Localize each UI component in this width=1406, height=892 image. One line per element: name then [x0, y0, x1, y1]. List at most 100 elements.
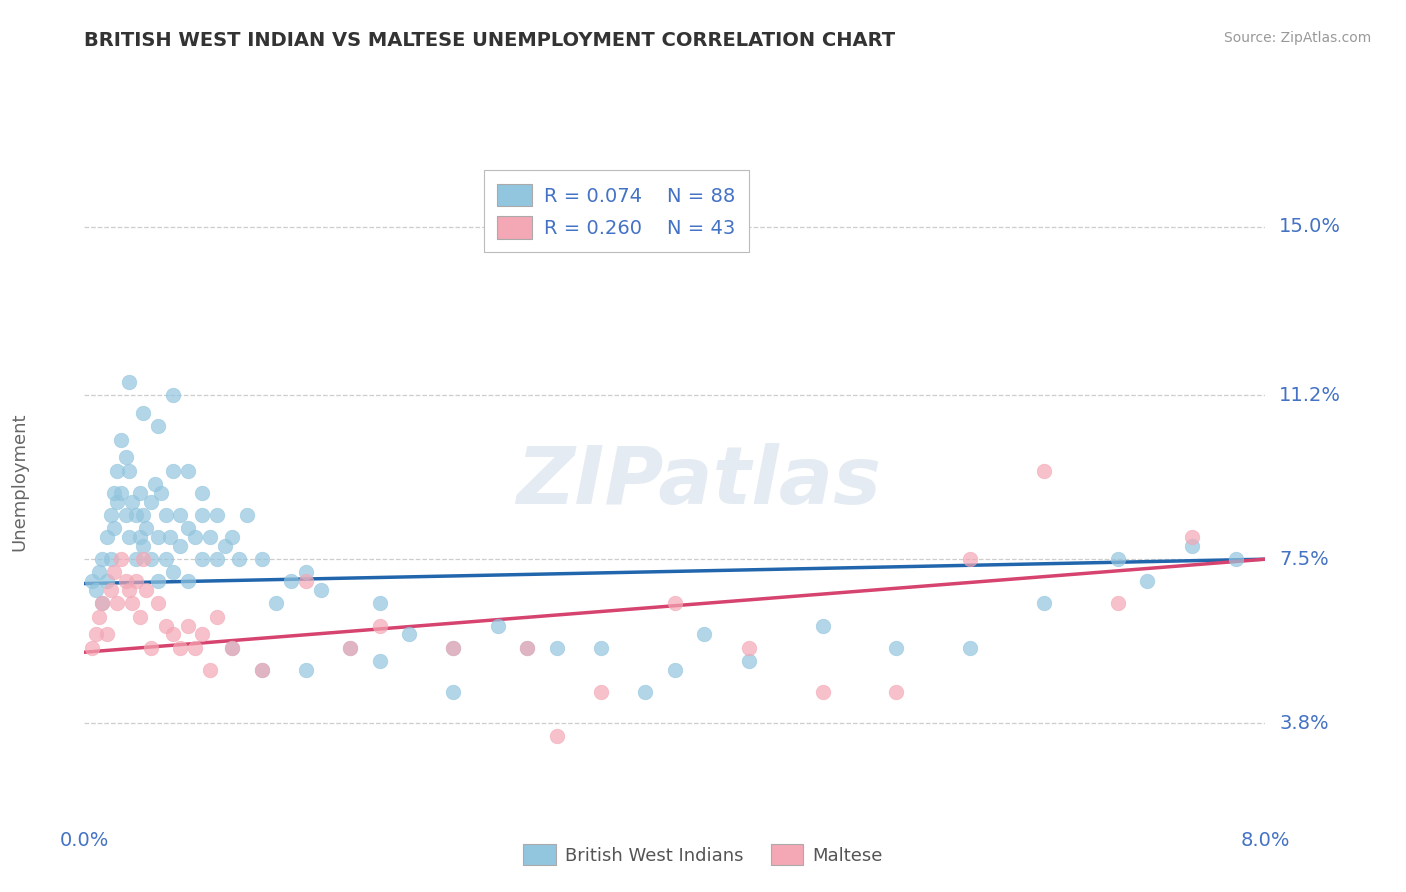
- Point: [191, 508, 214, 522]
- Point: [591, 640, 613, 655]
- Point: [155, 618, 177, 632]
- Text: 0.0%: 0.0%: [59, 830, 110, 849]
- Point: [105, 464, 128, 478]
- Point: [105, 597, 128, 611]
- Point: [129, 485, 152, 500]
- Point: [221, 640, 243, 655]
- Point: [139, 494, 162, 508]
- Point: [91, 597, 114, 611]
- Point: [295, 566, 318, 580]
- Point: [250, 552, 273, 566]
- Point: [295, 574, 318, 589]
- Point: [441, 640, 464, 655]
- Point: [886, 685, 908, 699]
- Point: [139, 640, 162, 655]
- Point: [135, 521, 157, 535]
- Point: [1180, 530, 1202, 544]
- Point: [87, 566, 111, 580]
- Point: [159, 530, 181, 544]
- Point: [118, 464, 141, 478]
- Point: [191, 485, 214, 500]
- Point: [693, 627, 716, 641]
- Point: [886, 640, 908, 655]
- Point: [103, 521, 125, 535]
- Point: [169, 539, 191, 553]
- Point: [368, 654, 391, 668]
- Point: [148, 597, 170, 611]
- Point: [811, 685, 834, 699]
- Point: [205, 508, 228, 522]
- Point: [84, 627, 107, 641]
- Point: [100, 583, 122, 598]
- Text: 8.0%: 8.0%: [1240, 830, 1291, 849]
- Point: [114, 574, 136, 589]
- Point: [121, 597, 143, 611]
- Point: [148, 419, 170, 434]
- Point: [959, 552, 981, 566]
- Point: [80, 574, 103, 589]
- Point: [184, 640, 207, 655]
- Point: [132, 552, 155, 566]
- Point: [398, 627, 420, 641]
- Point: [110, 552, 132, 566]
- Point: [368, 618, 391, 632]
- Text: Unemployment: Unemployment: [10, 412, 28, 551]
- Point: [198, 663, 221, 677]
- Point: [264, 597, 288, 611]
- Point: [143, 476, 166, 491]
- Point: [121, 494, 143, 508]
- Point: [959, 640, 981, 655]
- Point: [1032, 464, 1054, 478]
- Point: [110, 433, 132, 447]
- Point: [546, 730, 568, 744]
- Point: [339, 640, 361, 655]
- Point: [155, 552, 177, 566]
- Point: [368, 597, 391, 611]
- Point: [96, 627, 118, 641]
- Point: [280, 574, 302, 589]
- Point: [100, 552, 122, 566]
- Text: BRITISH WEST INDIAN VS MALTESE UNEMPLOYMENT CORRELATION CHART: BRITISH WEST INDIAN VS MALTESE UNEMPLOYM…: [84, 31, 896, 50]
- Point: [546, 640, 568, 655]
- Point: [1032, 597, 1054, 611]
- Point: [177, 521, 200, 535]
- Point: [591, 685, 613, 699]
- Point: [114, 508, 136, 522]
- Text: 3.8%: 3.8%: [1279, 714, 1329, 732]
- Point: [135, 583, 157, 598]
- Point: [96, 530, 118, 544]
- Point: [221, 530, 243, 544]
- Point: [132, 508, 155, 522]
- Point: [105, 494, 128, 508]
- Text: ZIPatlas: ZIPatlas: [516, 442, 882, 521]
- Text: 15.0%: 15.0%: [1279, 218, 1341, 236]
- Point: [155, 508, 177, 522]
- Point: [118, 375, 141, 389]
- Point: [129, 530, 152, 544]
- Text: 11.2%: 11.2%: [1279, 386, 1341, 405]
- Point: [125, 552, 148, 566]
- Point: [91, 597, 114, 611]
- Point: [96, 574, 118, 589]
- Point: [162, 464, 184, 478]
- Point: [177, 574, 200, 589]
- Text: Source: ZipAtlas.com: Source: ZipAtlas.com: [1223, 31, 1371, 45]
- Point: [205, 552, 228, 566]
- Point: [441, 640, 464, 655]
- Point: [177, 618, 200, 632]
- Point: [486, 618, 509, 632]
- Point: [87, 609, 111, 624]
- Point: [110, 485, 132, 500]
- Point: [125, 574, 148, 589]
- Legend: British West Indians, Maltese: British West Indians, Maltese: [515, 835, 891, 874]
- Point: [91, 552, 114, 566]
- Point: [125, 508, 148, 522]
- Text: 7.5%: 7.5%: [1279, 549, 1329, 569]
- Point: [738, 640, 761, 655]
- Point: [114, 450, 136, 465]
- Point: [184, 530, 207, 544]
- Point: [339, 640, 361, 655]
- Point: [221, 640, 243, 655]
- Point: [162, 566, 184, 580]
- Point: [516, 640, 538, 655]
